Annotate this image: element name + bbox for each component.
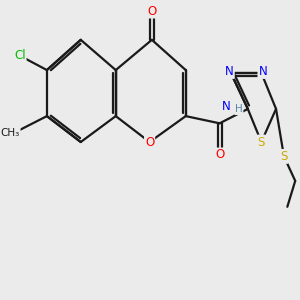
Text: H: H xyxy=(235,104,243,115)
Text: S: S xyxy=(280,150,288,163)
Text: N: N xyxy=(258,65,267,78)
Text: CH₃: CH₃ xyxy=(1,128,20,138)
Text: Cl: Cl xyxy=(14,49,26,62)
Text: N: N xyxy=(222,100,231,112)
Text: S: S xyxy=(258,136,265,148)
Text: O: O xyxy=(145,136,154,148)
Text: O: O xyxy=(147,4,157,17)
Text: O: O xyxy=(215,148,225,161)
Text: N: N xyxy=(225,65,234,78)
